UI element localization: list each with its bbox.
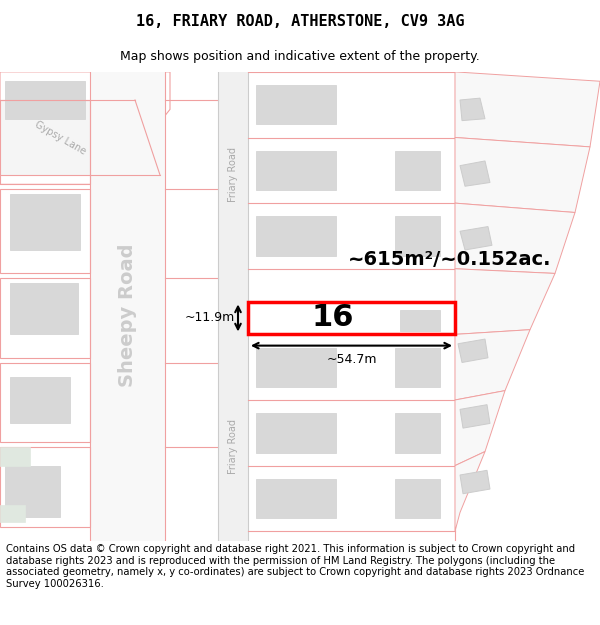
Bar <box>5 466 60 518</box>
Text: Gypsy Lane: Gypsy Lane <box>33 119 87 156</box>
Polygon shape <box>460 161 490 186</box>
Polygon shape <box>460 405 490 428</box>
Bar <box>256 479 336 518</box>
Polygon shape <box>455 203 575 274</box>
Text: Contains OS data © Crown copyright and database right 2021. This information is : Contains OS data © Crown copyright and d… <box>6 544 584 589</box>
Polygon shape <box>455 72 600 147</box>
Polygon shape <box>0 100 160 175</box>
Text: ~54.7m: ~54.7m <box>326 353 377 366</box>
Bar <box>10 194 80 250</box>
Bar <box>395 348 440 387</box>
Bar <box>0 447 90 526</box>
Polygon shape <box>460 470 490 494</box>
Bar <box>256 348 336 387</box>
Polygon shape <box>458 339 488 362</box>
Bar <box>395 479 440 518</box>
Text: Friary Road: Friary Road <box>228 419 238 474</box>
Polygon shape <box>455 391 505 466</box>
Bar <box>5 81 85 119</box>
Polygon shape <box>455 138 590 212</box>
Text: Sheepy Road: Sheepy Road <box>118 244 137 388</box>
Bar <box>0 189 90 274</box>
Bar <box>395 216 440 256</box>
Bar <box>10 282 78 334</box>
Bar <box>400 310 440 331</box>
Text: 16, FRIARY ROAD, ATHERSTONE, CV9 3AG: 16, FRIARY ROAD, ATHERSTONE, CV9 3AG <box>136 14 464 29</box>
Bar <box>218 72 248 541</box>
Polygon shape <box>455 451 485 531</box>
Bar <box>248 301 455 334</box>
Bar <box>90 72 165 541</box>
Polygon shape <box>455 330 530 400</box>
Text: Friary Road: Friary Road <box>228 148 238 202</box>
Bar <box>395 151 440 190</box>
Bar <box>0 447 30 466</box>
Bar <box>256 85 336 124</box>
Text: 16: 16 <box>312 304 354 332</box>
Text: ~615m²/~0.152ac.: ~615m²/~0.152ac. <box>348 250 551 269</box>
Bar <box>0 362 90 442</box>
Polygon shape <box>460 98 485 121</box>
Bar <box>0 278 90 358</box>
Polygon shape <box>0 72 170 184</box>
Bar <box>256 151 336 190</box>
Bar <box>395 413 440 452</box>
Bar <box>0 100 90 184</box>
Bar <box>0 505 25 522</box>
Polygon shape <box>455 269 555 334</box>
Bar <box>10 376 70 424</box>
Polygon shape <box>460 226 492 250</box>
Bar <box>256 216 336 256</box>
Bar <box>256 413 336 452</box>
Text: Map shows position and indicative extent of the property.: Map shows position and indicative extent… <box>120 49 480 62</box>
Text: ~11.9m: ~11.9m <box>185 311 235 324</box>
